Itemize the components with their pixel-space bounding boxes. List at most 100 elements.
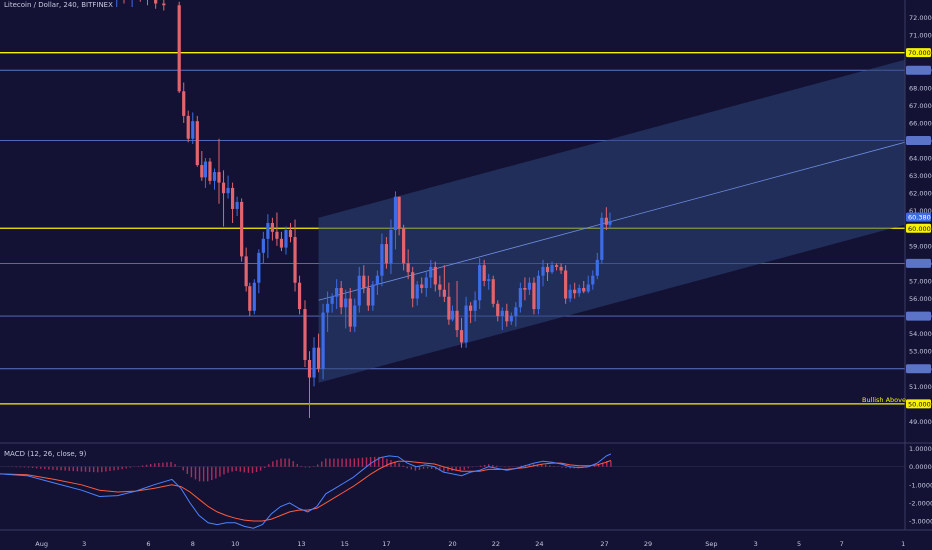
candle-body <box>478 265 482 301</box>
candle-body <box>344 298 348 308</box>
candle-body <box>473 300 477 311</box>
price-tick-label: 67.000 <box>909 102 932 110</box>
level-badge-label: 50.000 <box>908 400 931 408</box>
level-badge <box>906 258 931 268</box>
time-tick-label: 1 <box>901 540 905 548</box>
candle-body <box>496 303 500 317</box>
candle-body <box>564 270 568 299</box>
candle-body <box>235 201 239 209</box>
candle-body <box>586 284 590 292</box>
candle-body <box>321 312 325 369</box>
level-badge <box>906 364 931 374</box>
time-tick-label: 17 <box>382 540 390 548</box>
macd-plot <box>0 453 905 529</box>
price-tick-label: 51.000 <box>909 383 932 391</box>
level-badge <box>906 223 931 233</box>
candle-body <box>459 330 464 343</box>
candle-body <box>279 238 284 248</box>
candle-body <box>182 91 186 116</box>
candle-body <box>275 231 279 239</box>
time-tick-label: 22 <box>492 540 500 548</box>
candle-body <box>554 265 559 267</box>
candle-body <box>266 223 270 239</box>
candle-body <box>375 275 379 285</box>
level-badge <box>906 135 931 145</box>
price-tick-label: 49.000 <box>909 418 932 426</box>
candle-body <box>582 287 586 292</box>
level-badge <box>906 311 931 321</box>
candle-body <box>429 266 433 278</box>
candle-body <box>433 266 437 285</box>
candle-body <box>357 275 361 306</box>
candle-body <box>186 115 190 139</box>
time-tick-label: 27 <box>600 540 608 548</box>
candle-body <box>284 230 288 248</box>
candle-body <box>195 121 199 166</box>
candle-body <box>384 244 389 264</box>
candle-body <box>257 252 261 283</box>
candle-body <box>162 3 166 6</box>
time-tick-label: 5 <box>797 540 801 548</box>
macd-tick-label: 1.0000 <box>909 445 932 453</box>
chart-title: Litecoin / Dollar, 240, BITFINEX <box>4 1 113 9</box>
candle-body <box>402 228 406 264</box>
candle-body <box>514 307 518 317</box>
candle-body <box>424 277 428 288</box>
candle-body <box>438 284 442 290</box>
level-badge <box>906 399 931 409</box>
candle-body <box>397 196 401 229</box>
price-tick-label: 68.000 <box>909 84 932 92</box>
candle-body <box>348 298 352 327</box>
candle-body <box>200 165 204 178</box>
time-tick-label: Sep <box>705 540 717 548</box>
price-tick-label: 59.000 <box>909 242 932 250</box>
last-price-badge <box>906 212 931 222</box>
time-tick-label: 6 <box>146 540 150 548</box>
candle-body <box>482 265 486 281</box>
time-tick-label: 3 <box>82 540 86 548</box>
candle-body <box>307 359 312 378</box>
candle-body <box>191 121 195 139</box>
candle-body <box>226 187 230 194</box>
candle-body <box>353 305 357 327</box>
time-tick-label: 20 <box>448 540 456 548</box>
macd-line <box>0 453 612 529</box>
candle-body <box>221 182 226 194</box>
candle-body <box>442 289 446 297</box>
candle-body <box>541 266 545 276</box>
time-tick-label: 3 <box>754 540 758 548</box>
candle-body <box>303 309 307 360</box>
candle-body <box>366 287 370 306</box>
candle-body <box>203 161 208 178</box>
time-tick-label: 29 <box>644 540 652 548</box>
candle-body <box>455 310 459 331</box>
time-tick-label: 8 <box>191 540 195 548</box>
last-price-label: 60.380 <box>908 214 931 222</box>
level-badge <box>906 48 931 58</box>
candle-body <box>380 244 384 276</box>
candle-body <box>604 217 608 225</box>
price-tick-label: 53.000 <box>909 348 932 356</box>
price-tick-label: 54.000 <box>909 330 932 338</box>
candle-body <box>518 287 522 308</box>
candle-body <box>573 289 577 294</box>
candle-body <box>270 223 275 232</box>
candle-body <box>252 282 256 311</box>
candle-body <box>297 282 302 310</box>
candle-body <box>335 287 339 297</box>
candle-body <box>362 275 366 288</box>
time-tick-label: 24 <box>535 540 543 548</box>
candle-body <box>527 282 532 290</box>
candle-body <box>577 287 581 294</box>
price-tick-label: 62.000 <box>909 190 932 198</box>
level-badge-label: 70.000 <box>908 49 931 57</box>
price-tick-label: 72.000 <box>909 14 932 22</box>
time-tick-label: 13 <box>297 540 305 548</box>
candle-body <box>371 284 375 306</box>
annotation-bullish-above: Bullish Above <box>862 396 906 404</box>
candle-body <box>316 347 321 369</box>
candle-body <box>288 230 293 238</box>
time-tick-label: Aug <box>35 540 48 548</box>
candle-body <box>389 230 393 264</box>
